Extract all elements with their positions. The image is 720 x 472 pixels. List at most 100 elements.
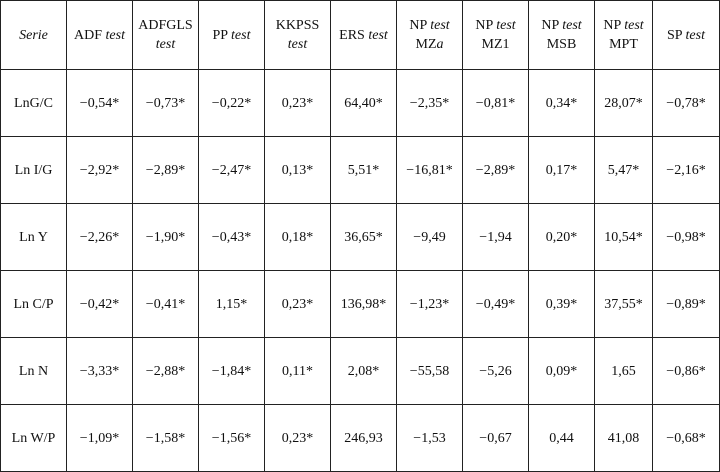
- row-label: Ln Y: [0, 203, 67, 271]
- header-text: SP: [666, 27, 686, 43]
- table-row: Ln Y −2,26* −1,90* −0,43* 0,18* 36,65* −9,49 −1…: [0, 203, 720, 271]
- header-text: NP: [475, 18, 497, 33]
- table-cell: −3,33*: [66, 337, 133, 405]
- table-cell: −0,42*: [66, 270, 133, 338]
- table-cell: −0,43*: [198, 203, 265, 271]
- table-cell: 64,40*: [330, 69, 397, 137]
- column-header: KKPSS test: [264, 0, 331, 70]
- table-row: LnG/C −0,54* −0,73* −0,22* 0,23* 64,40* −2,35*…: [0, 69, 720, 137]
- header-text: test: [155, 37, 176, 52]
- table-cell: 5,51*: [330, 136, 397, 204]
- table-cell: 2,08*: [330, 337, 397, 405]
- table-cell: −2,88*: [132, 337, 199, 405]
- column-header: NP test MSB: [528, 0, 595, 70]
- table-cell: −0,89*: [652, 270, 720, 338]
- header-row: Serie ADF test ADFGLS test PP test KKPSS tes…: [0, 0, 720, 70]
- header-text: NP: [541, 18, 563, 33]
- column-header: NP test MZa: [396, 0, 463, 70]
- table-cell: −1,56*: [198, 404, 265, 472]
- header-text: a: [436, 37, 444, 52]
- table-cell: −0,78*: [652, 69, 720, 137]
- table-cell: 0,20*: [528, 203, 595, 271]
- table-cell: −1,23*: [396, 270, 463, 338]
- header-text: test: [105, 27, 125, 43]
- table-cell: −0,54*: [66, 69, 133, 137]
- table-cell: −0,22*: [198, 69, 265, 137]
- header-text: MZ: [415, 37, 437, 52]
- table-cell: −0,67: [462, 404, 529, 472]
- table-cell: 0,34*: [528, 69, 595, 137]
- table-cell: −5,26: [462, 337, 529, 405]
- table-cell: −0,68*: [652, 404, 720, 472]
- header-text: test: [624, 18, 644, 33]
- header-text: KKPSS: [275, 18, 320, 33]
- table-cell: −1,84*: [198, 337, 265, 405]
- header-text: NP: [409, 18, 431, 33]
- table-cell: −0,81*: [462, 69, 529, 137]
- table-cell: 41,08: [594, 404, 653, 472]
- table-cell: 5,47*: [594, 136, 653, 204]
- table-cell: 1,65: [594, 337, 653, 405]
- header-text: PP: [212, 27, 232, 43]
- header-text: MSB: [546, 37, 577, 52]
- table-cell: −0,98*: [652, 203, 720, 271]
- table-row: Ln W/P −1,09* −1,58* −1,56* 0,23* 246,93 −1,53…: [0, 404, 720, 472]
- table-cell: 28,07*: [594, 69, 653, 137]
- row-label: Ln N: [0, 337, 67, 405]
- table-cell: −2,92*: [66, 136, 133, 204]
- table-cell: −0,86*: [652, 337, 720, 405]
- table-cell: −2,26*: [66, 203, 133, 271]
- header-text: test: [562, 18, 582, 33]
- header-text: Serie: [19, 27, 48, 43]
- table-cell: −2,35*: [396, 69, 463, 137]
- header-text: NP: [603, 18, 625, 33]
- table-cell: −1,90*: [132, 203, 199, 271]
- column-header: PP test: [198, 0, 265, 70]
- table-cell: 10,54*: [594, 203, 653, 271]
- column-header: Serie: [0, 0, 67, 70]
- table-cell: −2,89*: [462, 136, 529, 204]
- header-text: MZ1: [481, 37, 510, 52]
- header-text: test: [430, 18, 450, 33]
- table-cell: 0,11*: [264, 337, 331, 405]
- table-cell: −2,47*: [198, 136, 265, 204]
- column-header: SP test: [652, 0, 720, 70]
- table-cell: 246,93: [330, 404, 397, 472]
- table-cell: −9,49: [396, 203, 463, 271]
- table-cell: 0,13*: [264, 136, 331, 204]
- table-cell: −1,58*: [132, 404, 199, 472]
- table-body: LnG/C −0,54* −0,73* −0,22* 0,23* 64,40* −2,35*…: [0, 69, 720, 472]
- column-header: ADFGLS test: [132, 0, 199, 70]
- table-cell: −2,89*: [132, 136, 199, 204]
- header-text: ERS: [339, 27, 369, 43]
- header-text: test: [496, 18, 516, 33]
- table-row: Ln C/P −0,42* −0,41* 1,15* 0,23* 136,98* −1,23…: [0, 270, 720, 338]
- table-cell: −0,49*: [462, 270, 529, 338]
- column-header: NP test MPT: [594, 0, 653, 70]
- row-label: Ln C/P: [0, 270, 67, 338]
- table-cell: 0,09*: [528, 337, 595, 405]
- header-text: test: [368, 27, 388, 43]
- table-cell: 0,23*: [264, 69, 331, 137]
- table-cell: 136,98*: [330, 270, 397, 338]
- table-cell: −55,58: [396, 337, 463, 405]
- row-label: Ln I/G: [0, 136, 67, 204]
- row-label: Ln W/P: [0, 404, 67, 472]
- column-header: NP test MZ1: [462, 0, 529, 70]
- table-cell: 37,55*: [594, 270, 653, 338]
- header-text: ADFGLS: [138, 18, 193, 33]
- header-text: test: [231, 27, 251, 43]
- table-row: Ln I/G −2,92* −2,89* −2,47* 0,13* 5,51* −16,81…: [0, 136, 720, 204]
- table-cell: −1,94: [462, 203, 529, 271]
- table-cell: 1,15*: [198, 270, 265, 338]
- table-cell: 0,17*: [528, 136, 595, 204]
- table-cell: 0,23*: [264, 404, 331, 472]
- header-text: MPT: [609, 37, 638, 52]
- table-cell: 0,44: [528, 404, 595, 472]
- table-cell: 0,23*: [264, 270, 331, 338]
- header-text: ADF: [74, 27, 106, 43]
- column-header: ADF test: [66, 0, 133, 70]
- table-cell: −0,73*: [132, 69, 199, 137]
